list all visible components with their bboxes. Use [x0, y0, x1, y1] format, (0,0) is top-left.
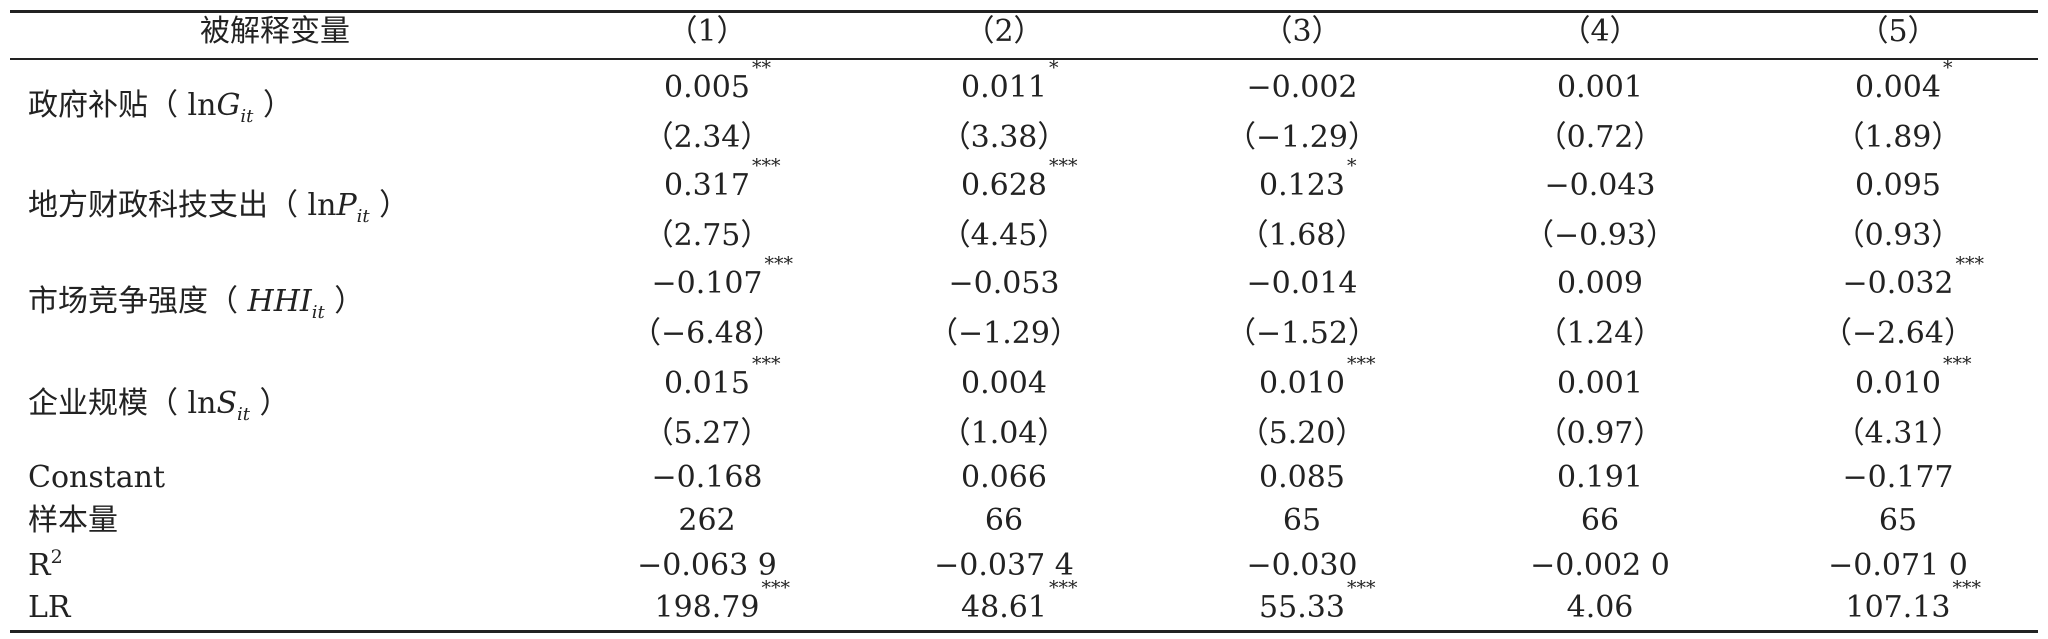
tstat-firm-size-1: （5.27）	[643, 416, 771, 451]
r-squared-2: −0.037 4	[934, 548, 1074, 583]
regression-table: 被解释变量 （1） （2） （3） （4） （5） 政府补贴（ lnGit ） …	[10, 0, 2038, 639]
tstat-fiscal-1: （2.75）	[643, 218, 771, 253]
row-label-constant: Constant	[28, 460, 166, 495]
sample-size-2: 66	[984, 503, 1024, 538]
constant-2: 0.066	[961, 460, 1047, 495]
r-squared-3: −0.030	[1246, 548, 1358, 583]
significance-stars: ***	[1952, 577, 1981, 599]
coef-fiscal-3: 0.123 *	[1259, 155, 1357, 203]
sample-size-4: 66	[1580, 503, 1620, 538]
coef-subsidy-1: 0.005 **	[664, 57, 771, 105]
constant-5: −0.177	[1842, 460, 1954, 495]
tstat-fiscal-4: （−0.93）	[1524, 218, 1676, 253]
row-label-competition: 市场竞争强度（ HHIit ）	[28, 284, 365, 323]
r-squared-4: −0.002 0	[1530, 548, 1670, 583]
coef-firm-size-3: 0.010 ***	[1259, 353, 1376, 401]
tstat-subsidy-4: （0.72）	[1536, 120, 1664, 155]
coef-firm-size-5: 0.010 ***	[1855, 353, 1972, 401]
tstat-fiscal-2: （4.45）	[940, 218, 1068, 253]
col-header-4: （4）	[1560, 14, 1640, 49]
constant-1: −0.168	[651, 460, 763, 495]
significance-stars: ***	[764, 253, 794, 275]
coef-competition-1: −0.107 ***	[651, 253, 794, 301]
constant-4: 0.191	[1557, 460, 1643, 495]
tstat-subsidy-1: （2.34）	[643, 120, 771, 155]
coef-fiscal-1: 0.317 ***	[664, 155, 781, 203]
significance-stars: ***	[1048, 155, 1078, 177]
coef-firm-size-1: 0.015 ***	[664, 353, 781, 401]
sample-size-3: 65	[1282, 503, 1322, 538]
col-header-1: （1）	[667, 14, 747, 49]
row-label-firm-size: 企业规模（ lnSit ）	[28, 386, 290, 425]
tstat-firm-size-5: （4.31）	[1834, 416, 1962, 451]
tstat-competition-3: （−1.52）	[1226, 316, 1378, 351]
coef-firm-size-4: 0.001	[1557, 366, 1643, 401]
tstat-firm-size-4: （0.97）	[1536, 416, 1664, 451]
r-squared-1: −0.063 9	[637, 548, 777, 583]
col-header-3: （3）	[1262, 14, 1342, 49]
sample-size-5: 65	[1878, 503, 1918, 538]
tstat-firm-size-3: （5.20）	[1238, 416, 1366, 451]
tstat-subsidy-2: （3.38）	[940, 120, 1068, 155]
significance-stars: **	[751, 57, 771, 79]
coef-subsidy-3: −0.002	[1246, 70, 1358, 105]
coef-fiscal-2: 0.628 ***	[961, 155, 1078, 203]
sample-size-1: 262	[678, 503, 736, 538]
coef-firm-size-2: 0.004	[961, 366, 1047, 401]
tstat-firm-size-2: （1.04）	[940, 416, 1068, 451]
coef-competition-5: −0.032 ***	[1842, 253, 1985, 301]
coef-fiscal-5: 0.095	[1855, 168, 1941, 203]
header-label: 被解释变量	[200, 14, 350, 49]
coef-fiscal-4: −0.043	[1544, 168, 1656, 203]
significance-stars: ***	[1346, 353, 1376, 375]
lr-4: 4.06	[1566, 590, 1634, 625]
significance-stars: *	[1346, 155, 1357, 177]
lr-3: 55.33 ***	[1259, 577, 1376, 625]
row-label-lr: LR	[28, 590, 71, 625]
coef-subsidy-2: 0.011 *	[961, 57, 1059, 105]
tstat-fiscal-3: （1.68）	[1238, 218, 1366, 253]
significance-stars: ***	[761, 577, 790, 599]
lr-5: 107.13 ***	[1845, 577, 1981, 625]
constant-3: 0.085	[1259, 460, 1345, 495]
row-label-sample-size: 样本量	[28, 503, 118, 538]
coef-competition-2: −0.053	[948, 266, 1060, 301]
row-label-subsidy: 政府补贴（ lnGit ）	[28, 88, 293, 127]
significance-stars: ***	[1346, 577, 1376, 599]
col-header-2: （2）	[964, 14, 1044, 49]
col-header-5: （5）	[1858, 14, 1938, 49]
significance-stars: ***	[751, 353, 781, 375]
coef-competition-4: 0.009	[1557, 266, 1643, 301]
tstat-fiscal-5: （0.93）	[1834, 218, 1962, 253]
lr-2: 48.61 ***	[961, 577, 1078, 625]
tstat-competition-2: （−1.29）	[928, 316, 1080, 351]
significance-stars: ***	[751, 155, 781, 177]
significance-stars: *	[1942, 57, 1953, 79]
significance-stars: ***	[1955, 253, 1985, 275]
r-squared-5: −0.071 0	[1828, 548, 1968, 583]
coef-subsidy-5: 0.004 *	[1855, 57, 1953, 105]
bottom-rule	[10, 630, 2038, 633]
lr-1: 198.79 ***	[654, 577, 790, 625]
tstat-competition-4: （1.24）	[1536, 316, 1664, 351]
significance-stars: ***	[1048, 577, 1078, 599]
row-label-r-squared: R2	[28, 546, 63, 584]
tstat-subsidy-5: （1.89）	[1834, 120, 1962, 155]
tstat-competition-1: （−6.48）	[631, 316, 783, 351]
tstat-subsidy-3: （−1.29）	[1226, 120, 1378, 155]
significance-stars: *	[1048, 57, 1059, 79]
header-rule	[10, 58, 2038, 60]
tstat-competition-5: （−2.64）	[1822, 316, 1974, 351]
top-rule	[10, 10, 2038, 13]
row-label-fiscal-sci-tech: 地方财政科技支出（ lnPit ）	[28, 188, 410, 227]
significance-stars: ***	[1942, 353, 1972, 375]
coef-competition-3: −0.014	[1246, 266, 1358, 301]
coef-subsidy-4: 0.001	[1557, 70, 1643, 105]
